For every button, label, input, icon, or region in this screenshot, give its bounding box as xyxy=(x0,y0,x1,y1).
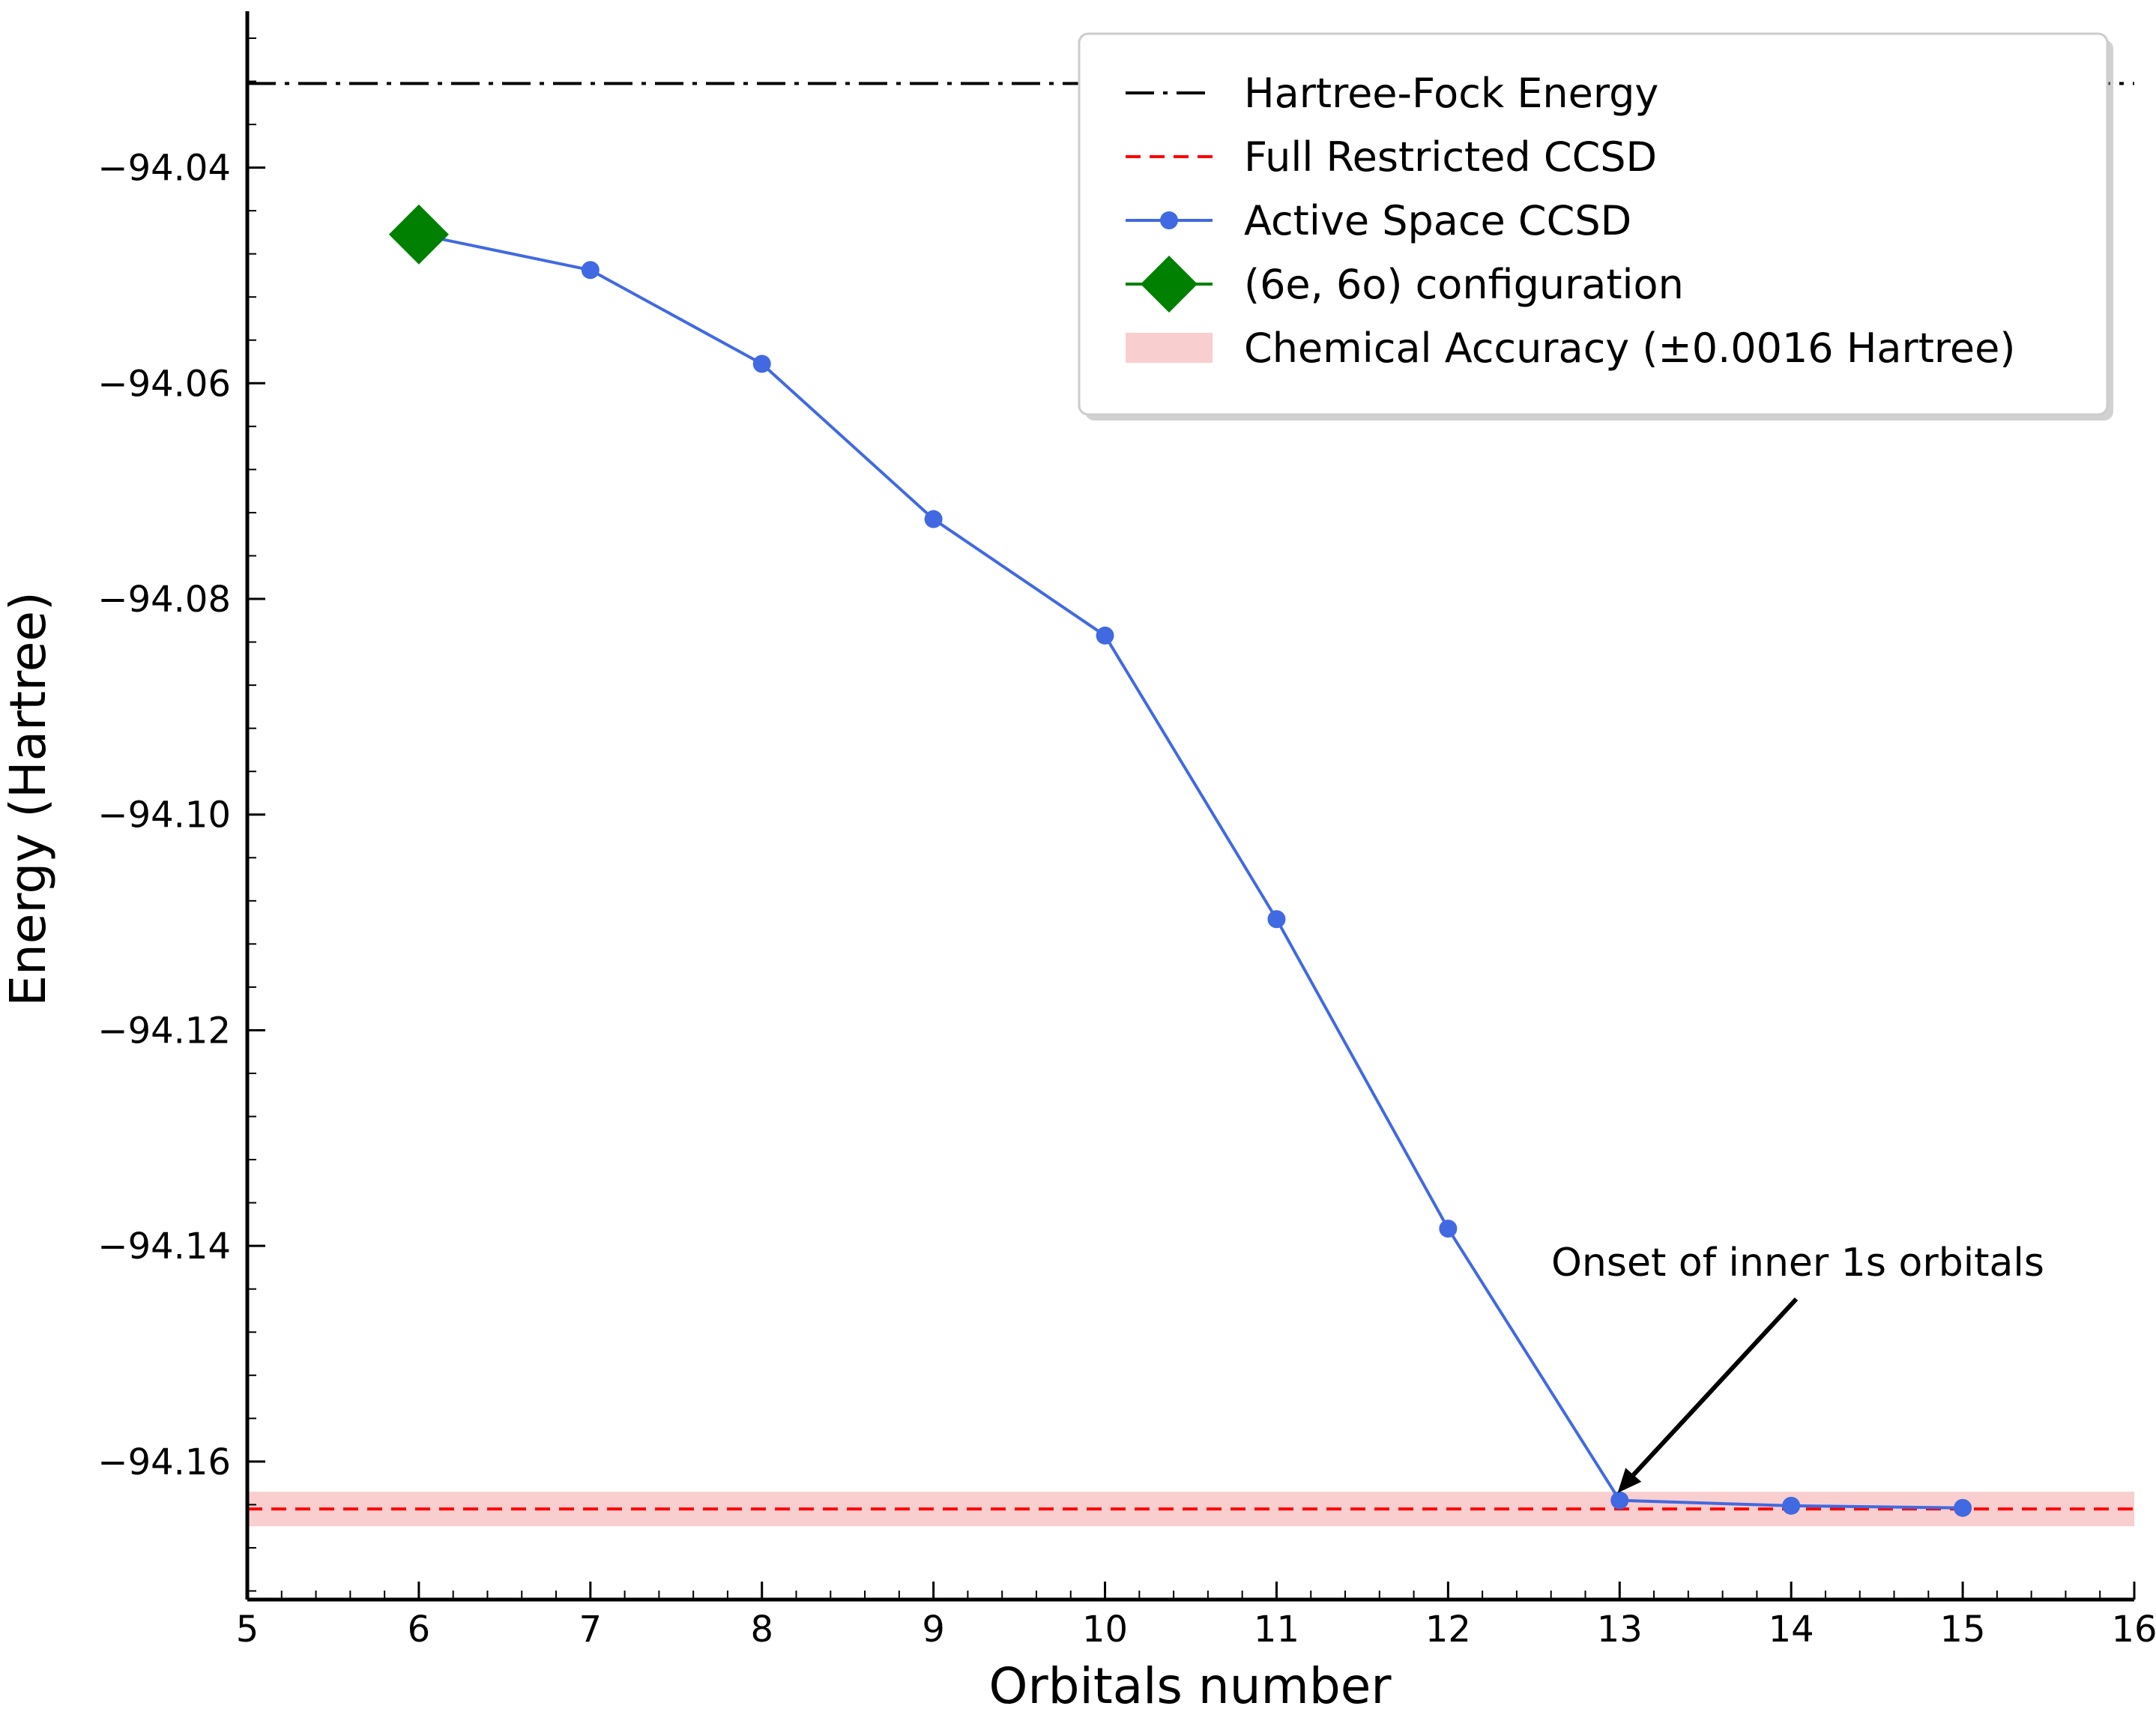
x-tick-label: 9 xyxy=(922,1609,945,1651)
legend-patch-chemical-accuracy xyxy=(1126,333,1213,363)
data-point xyxy=(1439,1220,1458,1238)
x-tick-label: 16 xyxy=(2111,1609,2156,1651)
legend-marker-active-space xyxy=(1160,211,1178,229)
x-tick-label: 11 xyxy=(1254,1609,1299,1651)
data-point xyxy=(1267,910,1286,929)
axes-layer xyxy=(245,11,2134,1602)
data-point xyxy=(1954,1498,1972,1517)
legend-label-6e6o: (6e, 6o) configuration xyxy=(1244,261,1684,308)
x-tick-label: 13 xyxy=(1597,1609,1643,1651)
x-tick-label: 12 xyxy=(1425,1609,1471,1651)
series-layer xyxy=(388,204,1972,1517)
x-tick-label: 8 xyxy=(750,1609,773,1651)
annotation-text: Onset of inner 1s orbitals xyxy=(1551,1241,2044,1285)
data-point xyxy=(752,355,771,373)
x-tick-label: 7 xyxy=(579,1609,603,1651)
data-point xyxy=(1610,1491,1629,1510)
annotation-arrow-shaft xyxy=(1631,1297,1799,1477)
y-axis-title: Energy (Hartree) xyxy=(0,591,57,1007)
data-point xyxy=(581,261,600,280)
legend-label-full-ccsd: Full Restricted CCSD xyxy=(1244,133,1657,181)
legend-entries: Hartree-Fock Energy Full Restricted CCSD A… xyxy=(1126,70,2015,372)
x-tick-label: 10 xyxy=(1082,1609,1128,1651)
active-space-ccsd-line xyxy=(418,232,1963,1510)
y-tick-label: −94.06 xyxy=(97,363,231,405)
legend: Hartree-Fock Energy Full Restricted CCSD A… xyxy=(1078,32,2113,421)
annotation-arrow-head xyxy=(1617,1468,1642,1493)
x-tick-label: 6 xyxy=(408,1609,431,1651)
highlight-diamond xyxy=(388,204,449,265)
y-tick-label: −94.12 xyxy=(97,1010,231,1052)
ticks-layer: 5 6 7 8 9 10 11 12 13 14 15 16 −94.04 −94.06 −94.08 −94… xyxy=(97,37,2156,1651)
data-point xyxy=(924,510,943,528)
x-tick-label: 5 xyxy=(236,1609,259,1651)
x-tick-label: 14 xyxy=(1769,1609,1814,1651)
y-tick-label: −94.04 xyxy=(97,148,231,190)
y-tick-label: −94.16 xyxy=(97,1441,231,1483)
y-tick-label: −94.10 xyxy=(97,795,231,837)
legend-label-hartree-fock: Hartree-Fock Energy xyxy=(1244,70,1658,117)
x-axis-title: Orbitals number xyxy=(989,1657,1392,1712)
legend-label-chemical-accuracy: Chemical Accuracy (±0.0016 Hartree) xyxy=(1244,325,2015,372)
annotation-layer: Onset of inner 1s orbitals xyxy=(1551,1241,2044,1493)
data-point xyxy=(1096,626,1114,645)
y-tick-label: −94.08 xyxy=(97,579,231,621)
legend-marker-6e6o xyxy=(1141,256,1198,313)
y-tick-label: −94.14 xyxy=(97,1226,231,1268)
x-tick-label: 15 xyxy=(1940,1609,1986,1651)
legend-frame xyxy=(1078,32,2109,416)
legend-label-active-space: Active Space CCSD xyxy=(1244,197,1631,244)
data-point xyxy=(1782,1496,1801,1515)
